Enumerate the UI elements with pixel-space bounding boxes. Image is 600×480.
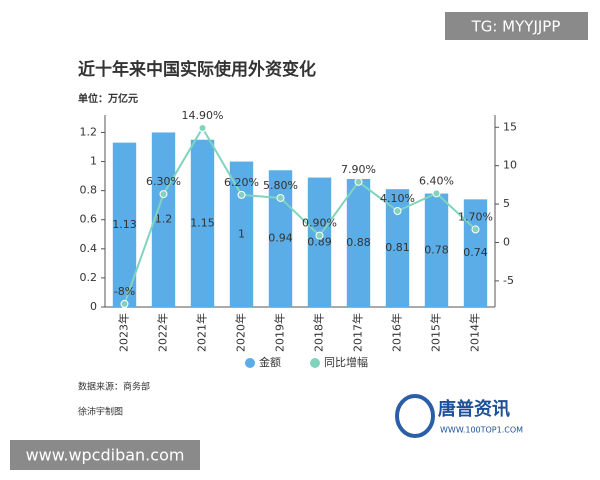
chart-title: 近十年来中国实际使用外资变化 <box>78 59 316 80</box>
x-tick-label: 2017年 <box>351 313 365 352</box>
x-tick-label: 2018年 <box>312 313 326 352</box>
x-tick-label: 2016年 <box>390 313 404 352</box>
y-tick-label: 1 <box>90 155 97 168</box>
y2-tick-label: 0 <box>503 235 510 248</box>
bar <box>346 179 371 307</box>
bar <box>112 142 137 307</box>
point <box>198 124 207 133</box>
point-label: 14.90% <box>182 109 224 122</box>
bar <box>229 161 254 307</box>
point-label: 7.90% <box>341 163 376 176</box>
point <box>432 189 441 198</box>
credit: 徐沛宇制图 <box>78 406 123 418</box>
point-label: 4.10% <box>380 192 415 205</box>
bar <box>307 177 332 307</box>
y-tick-label: 0.4 <box>80 242 98 255</box>
point <box>120 299 129 308</box>
x-tick-label: 2021年 <box>195 313 209 352</box>
point <box>315 231 324 240</box>
point-label: 5.80% <box>263 179 298 192</box>
point <box>159 190 168 199</box>
x-tick-label: 2023年 <box>117 313 131 352</box>
y2-tick-label: 5 <box>503 197 510 210</box>
bar-label: 1.13 <box>112 218 137 231</box>
x-tick-label: 2015年 <box>429 313 443 352</box>
point-label: 1.70% <box>458 210 493 223</box>
legend-swatch <box>245 358 255 368</box>
logo-icon <box>395 394 435 438</box>
bar <box>463 199 488 307</box>
watermark-box <box>10 440 200 470</box>
point-label: 0.90% <box>302 217 337 230</box>
bar <box>151 132 176 307</box>
bar-label: 0.94 <box>268 232 293 245</box>
y-tick-label: 0.2 <box>80 271 98 284</box>
bar-label: 1.15 <box>190 216 215 229</box>
bar <box>385 189 410 307</box>
y-tick-label: 0 <box>90 300 97 313</box>
point <box>393 207 402 215</box>
bar-label: 1 <box>238 227 245 240</box>
bar <box>190 139 215 307</box>
subtitle: 单位：万亿元 <box>78 92 138 105</box>
y2-tick-label: 15 <box>503 120 517 133</box>
point-label: 6.20% <box>224 176 259 189</box>
watermark: TG: MYYJJPP <box>471 18 561 36</box>
bar <box>424 193 449 307</box>
x-tick-label: 2014年 <box>468 313 482 352</box>
bar-label: 1.2 <box>155 213 173 226</box>
legend-swatch <box>310 358 320 368</box>
point-label: 6.30% <box>146 175 181 188</box>
legend-label: 同比增幅 <box>324 355 368 369</box>
line <box>123 126 477 305</box>
bar-label: 0.88 <box>346 236 371 249</box>
point <box>471 225 480 234</box>
bar-label: 0.74 <box>463 246 488 259</box>
source: 数据来源：商务部 <box>78 381 150 393</box>
point-label: 6.40% <box>419 174 454 187</box>
y2-tick-label: -5 <box>503 274 514 287</box>
logo-url: WWW.100TOP1.COM <box>440 426 523 435</box>
x-tick-label: 2019年 <box>273 313 287 352</box>
y-tick-label: 0.8 <box>80 184 98 197</box>
x-tick-label: 2022年 <box>156 313 170 352</box>
bar-label: 0.89 <box>307 235 332 248</box>
y2-tick-label: 10 <box>503 159 517 172</box>
point-label: -8% <box>114 285 135 298</box>
y-tick-label: 1.2 <box>80 125 98 138</box>
watermark: www.wpcdiban.com <box>26 446 185 465</box>
watermark-box <box>445 12 588 40</box>
x-tick-label: 2020年 <box>234 313 248 352</box>
point <box>237 190 246 199</box>
point <box>354 177 363 186</box>
point <box>276 193 285 202</box>
legend-label: 金额 <box>259 355 281 369</box>
bar-label: 0.81 <box>385 241 410 254</box>
bar-label: 0.78 <box>424 243 449 256</box>
y-tick-label: 0.6 <box>80 213 98 226</box>
logo-title: 唐普资讯 <box>438 398 510 420</box>
